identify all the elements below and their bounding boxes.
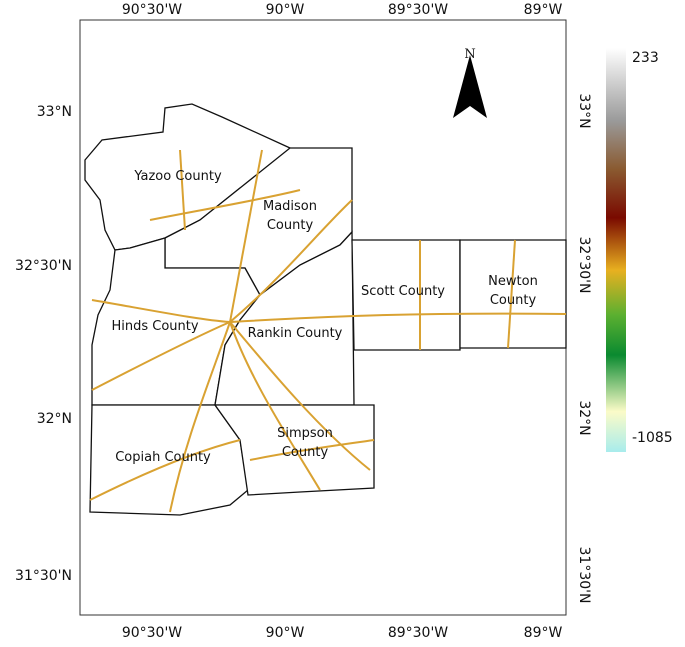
right-coord-label: 31°30'N [576,547,592,604]
right-coord-label: 33°N [576,93,592,128]
county-label: Rankin County [248,326,343,341]
road [229,199,353,323]
north-label: N [464,47,475,62]
road [89,439,241,501]
road [91,299,567,324]
counties [84,103,567,516]
left-coord-label: 31°30'N [15,568,72,584]
county-label: Copiah County [115,450,211,465]
road [229,321,321,491]
top-coord-label: 90°W [266,2,305,18]
county-label: Simpson [277,426,333,441]
road [169,321,231,513]
bottom-coord-label: 90°30'W [122,625,182,641]
left-coord-label: 32°N [37,411,72,427]
county-label: Yazoo County [133,169,222,184]
road [249,439,375,461]
left-coord-label: 32°30'N [15,258,72,274]
bottom-coord-label: 89°30'W [388,625,448,641]
colorbar [606,48,626,452]
county-label: County [282,445,329,460]
county-label: Hinds County [111,319,198,334]
county-shape [459,239,567,349]
county-shape [351,239,461,351]
road [229,149,263,323]
top-coord-label: 90°30'W [122,2,182,18]
legend-min: -1085 [632,430,673,446]
road [507,239,516,349]
road [179,149,186,231]
bottom-coord-label: 89°W [524,625,563,641]
right-coord-label: 32°30'N [576,237,592,294]
left-coord-label: 33°N [37,104,72,120]
road [91,321,231,391]
legend-max: 233 [632,50,659,66]
top-coord-label: 89°30'W [388,2,448,18]
road [229,321,371,471]
county-label: Newton [488,274,538,289]
bottom-coord-label: 90°W [266,625,305,641]
north-arrow [453,55,487,118]
right-coord-label: 32°N [576,400,592,435]
county-label: Madison [263,199,317,214]
top-coord-label: 89°W [524,2,563,18]
road [149,189,301,221]
county-label: Scott County [361,284,445,299]
county-label: County [267,218,314,233]
roads [89,149,567,513]
county-label: County [490,293,537,308]
